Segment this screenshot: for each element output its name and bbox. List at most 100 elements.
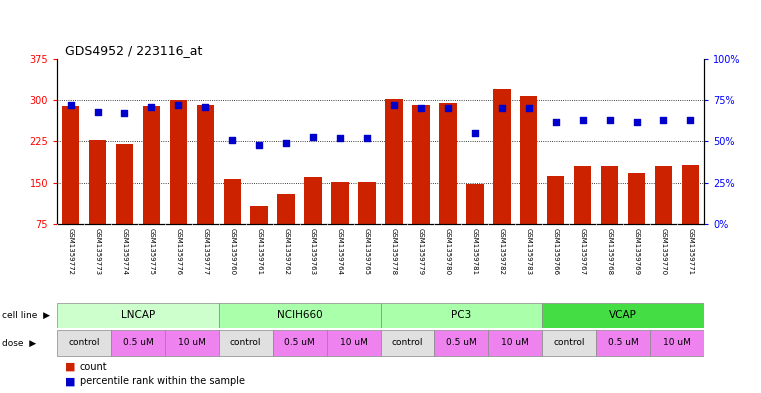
- Point: [361, 135, 373, 141]
- Text: 0.5 uM: 0.5 uM: [123, 338, 153, 347]
- Text: cell line  ▶: cell line ▶: [2, 311, 49, 320]
- Point: [172, 102, 184, 108]
- Text: GSM1359772: GSM1359772: [68, 228, 74, 275]
- Point: [658, 117, 670, 123]
- Bar: [650, 330, 704, 356]
- Text: GSM1359776: GSM1359776: [175, 228, 181, 275]
- Point: [603, 117, 616, 123]
- Bar: [385, 99, 403, 265]
- Bar: [601, 166, 619, 265]
- Bar: [57, 330, 111, 356]
- Text: GSM1359763: GSM1359763: [310, 228, 316, 275]
- Text: 10 uM: 10 uM: [663, 338, 691, 347]
- Text: 0.5 uM: 0.5 uM: [608, 338, 638, 347]
- Point: [442, 105, 454, 112]
- Bar: [331, 182, 349, 265]
- Bar: [380, 330, 435, 356]
- Bar: [380, 303, 542, 328]
- Point: [280, 140, 292, 146]
- Text: GSM1359779: GSM1359779: [418, 228, 424, 275]
- Point: [549, 119, 562, 125]
- Bar: [219, 303, 380, 328]
- Text: GDS4952 / 223116_at: GDS4952 / 223116_at: [65, 44, 202, 57]
- Text: GSM1359773: GSM1359773: [94, 228, 100, 275]
- Bar: [326, 330, 380, 356]
- Text: GSM1359783: GSM1359783: [526, 228, 532, 275]
- Text: GSM1359768: GSM1359768: [607, 228, 613, 275]
- Text: GSM1359770: GSM1359770: [661, 228, 667, 275]
- Bar: [250, 206, 268, 265]
- Bar: [111, 330, 165, 356]
- Point: [253, 141, 266, 148]
- Bar: [493, 89, 511, 265]
- Bar: [116, 144, 133, 265]
- Bar: [224, 179, 241, 265]
- Bar: [654, 166, 672, 265]
- Text: 10 uM: 10 uM: [178, 338, 205, 347]
- Bar: [62, 106, 79, 265]
- Text: GSM1359767: GSM1359767: [580, 228, 586, 275]
- Bar: [358, 182, 376, 265]
- Text: GSM1359774: GSM1359774: [122, 228, 127, 275]
- Bar: [489, 330, 542, 356]
- Point: [119, 110, 131, 117]
- Text: GSM1359761: GSM1359761: [256, 228, 263, 275]
- Text: GSM1359782: GSM1359782: [498, 228, 505, 275]
- Bar: [574, 166, 591, 265]
- Point: [684, 117, 696, 123]
- Text: control: control: [68, 338, 100, 347]
- Bar: [628, 173, 645, 265]
- Text: GSM1359777: GSM1359777: [202, 228, 209, 275]
- Text: GSM1359781: GSM1359781: [472, 228, 478, 275]
- Text: PC3: PC3: [451, 310, 472, 320]
- Text: GSM1359769: GSM1359769: [634, 228, 639, 275]
- Text: 0.5 uM: 0.5 uM: [446, 338, 476, 347]
- Text: percentile rank within the sample: percentile rank within the sample: [80, 376, 245, 386]
- Text: ■: ■: [65, 362, 75, 372]
- Text: GSM1359760: GSM1359760: [229, 228, 235, 275]
- Bar: [682, 165, 699, 265]
- Point: [226, 137, 238, 143]
- Text: GSM1359780: GSM1359780: [445, 228, 451, 275]
- Point: [523, 105, 535, 112]
- Text: GSM1359765: GSM1359765: [364, 228, 370, 275]
- Point: [91, 108, 103, 115]
- Text: GSM1359764: GSM1359764: [337, 228, 343, 275]
- Text: GSM1359766: GSM1359766: [552, 228, 559, 275]
- Bar: [142, 106, 160, 265]
- Point: [145, 104, 158, 110]
- Bar: [272, 330, 326, 356]
- Text: count: count: [80, 362, 107, 372]
- Text: control: control: [230, 338, 262, 347]
- Text: 0.5 uM: 0.5 uM: [285, 338, 315, 347]
- Bar: [170, 100, 187, 265]
- Bar: [165, 330, 219, 356]
- Text: NCIH660: NCIH660: [277, 310, 323, 320]
- Bar: [278, 194, 295, 265]
- Bar: [57, 303, 219, 328]
- Text: GSM1359762: GSM1359762: [283, 228, 289, 275]
- Bar: [304, 177, 322, 265]
- Text: LNCAP: LNCAP: [121, 310, 155, 320]
- Point: [495, 105, 508, 112]
- Text: control: control: [553, 338, 585, 347]
- Point: [630, 119, 642, 125]
- Text: 10 uM: 10 uM: [501, 338, 529, 347]
- Text: 10 uM: 10 uM: [339, 338, 368, 347]
- Text: dose  ▶: dose ▶: [2, 338, 36, 347]
- Bar: [596, 330, 650, 356]
- Point: [577, 117, 589, 123]
- Bar: [196, 105, 214, 265]
- Bar: [435, 330, 489, 356]
- Text: GSM1359778: GSM1359778: [391, 228, 397, 275]
- Point: [415, 105, 427, 112]
- Point: [65, 102, 77, 108]
- Bar: [439, 103, 457, 265]
- Bar: [547, 176, 565, 265]
- Text: GSM1359775: GSM1359775: [148, 228, 154, 275]
- Bar: [219, 330, 272, 356]
- Bar: [412, 105, 430, 265]
- Point: [307, 133, 319, 140]
- Bar: [520, 96, 537, 265]
- Text: VCAP: VCAP: [609, 310, 637, 320]
